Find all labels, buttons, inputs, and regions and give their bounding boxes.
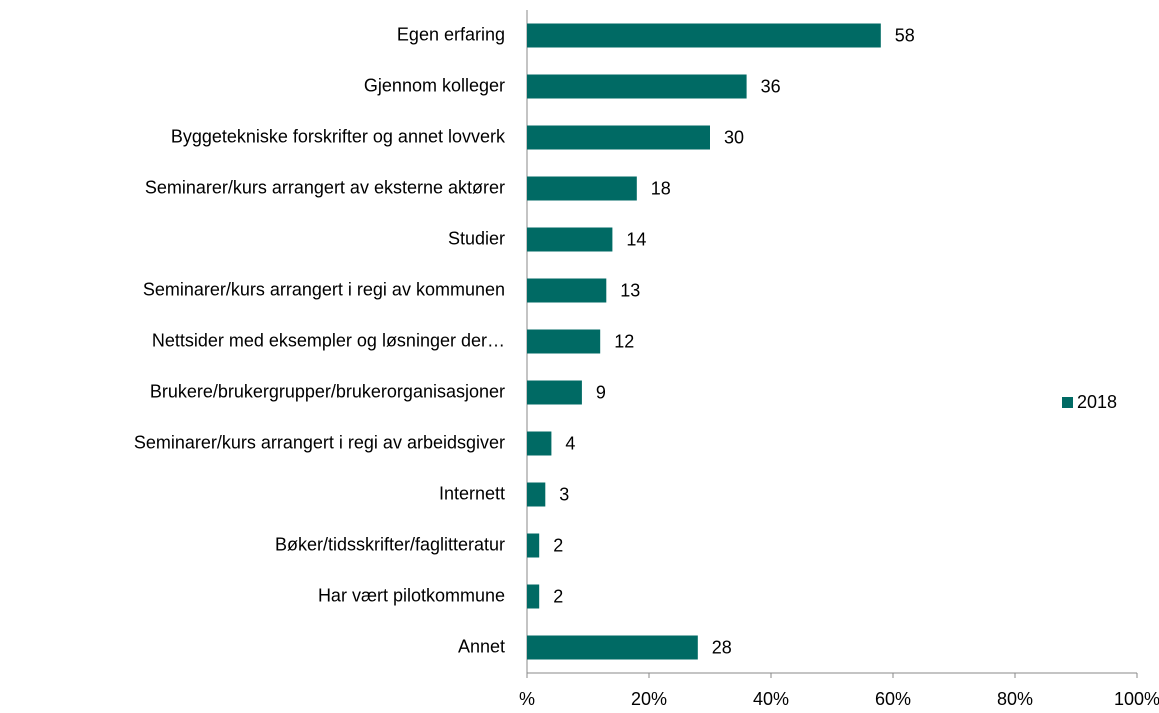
category-label: Gjennom kolleger xyxy=(364,75,505,95)
value-label: 3 xyxy=(559,484,569,504)
category-label: Egen erfaring xyxy=(397,24,505,44)
bar xyxy=(527,380,582,405)
x-tick-label: 80% xyxy=(997,689,1033,709)
bar xyxy=(527,227,613,252)
value-label: 13 xyxy=(620,280,640,300)
bar xyxy=(527,278,607,303)
category-label: Seminarer/kurs arrangert i regi av arbei… xyxy=(134,432,505,452)
category-label: Annet xyxy=(458,636,505,656)
category-label: Nettsider med eksempler og løsninger der… xyxy=(152,330,505,350)
category-label: Seminarer/kurs arrangert av eksterne akt… xyxy=(145,177,505,197)
x-tick-label: 20% xyxy=(631,689,667,709)
bar xyxy=(527,74,747,99)
value-label: 18 xyxy=(651,178,671,198)
x-tick-label: 100% xyxy=(1114,689,1159,709)
category-label: Seminarer/kurs arrangert i regi av kommu… xyxy=(143,279,505,299)
value-label: 9 xyxy=(596,382,606,402)
value-label: 28 xyxy=(712,637,732,657)
value-label: 58 xyxy=(895,25,915,45)
value-label: 30 xyxy=(724,127,744,147)
category-label: Har vært pilotkommune xyxy=(318,585,505,605)
bar xyxy=(527,533,540,558)
bar xyxy=(527,125,710,150)
value-label: 4 xyxy=(565,433,575,453)
value-label: 36 xyxy=(761,76,781,96)
value-label: 2 xyxy=(553,535,563,555)
bar xyxy=(527,482,546,507)
x-tick-label: 40% xyxy=(753,689,789,709)
value-label: 2 xyxy=(553,586,563,606)
value-label: 12 xyxy=(614,331,634,351)
bar xyxy=(527,329,601,354)
bar xyxy=(527,584,540,609)
bar xyxy=(527,431,552,456)
bar xyxy=(527,23,881,48)
bar xyxy=(527,176,637,201)
legend-swatch xyxy=(1062,397,1073,408)
category-label: Brukere/brukergrupper/brukerorganisasjon… xyxy=(150,381,505,401)
x-tick-label: 60% xyxy=(875,689,911,709)
category-label: Bøker/tidsskrifter/faglitteratur xyxy=(275,534,505,554)
x-tick-label: % xyxy=(519,689,535,709)
value-label: 14 xyxy=(626,229,646,249)
category-label: Byggetekniske forskrifter og annet lovve… xyxy=(171,126,506,146)
bar xyxy=(527,635,698,660)
category-label: Internett xyxy=(439,483,505,503)
legend-label: 2018 xyxy=(1077,392,1117,412)
category-label: Studier xyxy=(448,228,505,248)
